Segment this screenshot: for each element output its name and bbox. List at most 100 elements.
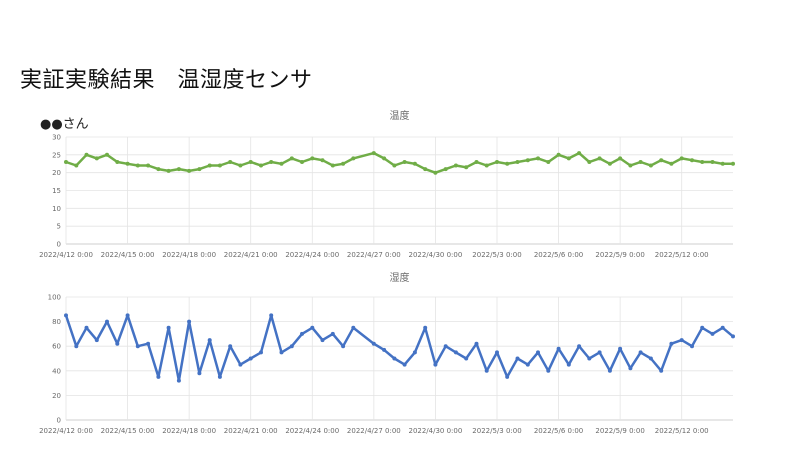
series-line (65, 151, 733, 174)
data-point (341, 161, 346, 166)
data-point (607, 368, 612, 373)
data-point (495, 350, 499, 355)
x-tick-label: 2022/4/21 0:00 (224, 251, 278, 259)
data-point (310, 156, 315, 161)
data-point (648, 356, 653, 361)
x-tick-label: 2022/4/24 0:00 (285, 251, 339, 259)
data-point (115, 341, 120, 346)
data-point (330, 163, 335, 168)
data-point (556, 152, 561, 157)
data-point (659, 158, 664, 163)
data-point (146, 163, 151, 168)
data-point (474, 341, 479, 346)
data-point (259, 350, 263, 355)
data-point (166, 325, 171, 330)
data-point (382, 347, 387, 352)
data-point (115, 160, 120, 164)
x-tick-label: 2022/5/12 0:00 (655, 251, 709, 259)
data-point (310, 325, 315, 330)
data-point (474, 160, 479, 164)
data-point (228, 344, 233, 349)
data-point (618, 346, 623, 351)
data-point (412, 350, 417, 355)
data-point (648, 163, 653, 168)
chart-title: 湿度 (390, 271, 410, 284)
data-point (156, 167, 161, 172)
data-point (546, 160, 551, 164)
data-point (597, 350, 602, 355)
data-point (720, 325, 725, 330)
data-point (217, 374, 222, 379)
data-point (577, 151, 582, 156)
data-point (238, 362, 243, 367)
x-tick-label: 2022/5/3 0:00 (472, 427, 521, 435)
data-point (207, 163, 212, 168)
data-point (638, 160, 643, 164)
data-point (105, 152, 109, 157)
data-point (351, 325, 356, 330)
data-point (700, 325, 705, 330)
data-point (371, 341, 376, 346)
x-tick-label: 2022/5/3 0:00 (472, 251, 521, 259)
data-point (423, 325, 428, 330)
x-tick-label: 2022/5/6 0:00 (534, 251, 583, 259)
data-point (402, 160, 407, 164)
data-point (536, 350, 540, 355)
data-point (197, 371, 202, 376)
data-point (515, 160, 520, 164)
data-point (731, 161, 735, 166)
data-point (679, 156, 684, 161)
x-tick-label: 2022/4/12 0:00 (39, 427, 93, 435)
data-point (525, 362, 530, 367)
data-point (402, 362, 407, 367)
data-point (443, 167, 448, 172)
data-point (217, 163, 222, 168)
data-point (382, 156, 387, 161)
x-tick-label: 2022/4/15 0:00 (101, 251, 155, 259)
data-point (187, 168, 192, 173)
data-point (64, 160, 68, 164)
y-tick-label: 10 (52, 205, 61, 213)
data-point (351, 156, 356, 161)
slide-title: 実証実験結果 温湿度センサ (20, 68, 313, 93)
x-tick-label: 2022/4/30 0:00 (408, 427, 462, 435)
data-point (505, 161, 510, 166)
data-point (105, 319, 109, 324)
data-point (731, 334, 735, 339)
data-point (536, 156, 540, 161)
data-point (74, 163, 79, 168)
data-point (320, 158, 325, 163)
data-point (187, 319, 192, 324)
data-point (94, 338, 99, 343)
x-tick-label: 2022/4/15 0:00 (101, 427, 155, 435)
data-point (197, 167, 202, 172)
data-point (289, 344, 294, 349)
data-point (125, 161, 130, 166)
data-point (628, 366, 633, 371)
data-point (84, 152, 89, 157)
data-point (269, 313, 274, 318)
data-point (618, 156, 623, 161)
data-point (135, 344, 140, 349)
data-point (269, 160, 274, 164)
data-point (84, 325, 89, 330)
data-point (464, 165, 469, 170)
x-tick-label: 2022/4/27 0:00 (347, 251, 401, 259)
data-point (587, 356, 592, 361)
data-point (505, 374, 510, 379)
x-tick-label: 2022/4/12 0:00 (39, 251, 93, 259)
data-point (433, 362, 438, 367)
x-tick-label: 2022/5/9 0:00 (595, 251, 644, 259)
y-tick-label: 60 (52, 343, 61, 351)
x-tick-label: 2022/4/27 0:00 (347, 427, 401, 435)
data-point (166, 168, 171, 173)
x-tick-label: 2022/4/18 0:00 (162, 251, 216, 259)
data-point (484, 163, 489, 168)
data-point (371, 151, 376, 156)
y-tick-label: 20 (52, 392, 61, 400)
data-point (546, 368, 551, 373)
y-tick-label: 15 (52, 187, 61, 195)
data-point (587, 160, 592, 164)
data-point (597, 156, 602, 161)
